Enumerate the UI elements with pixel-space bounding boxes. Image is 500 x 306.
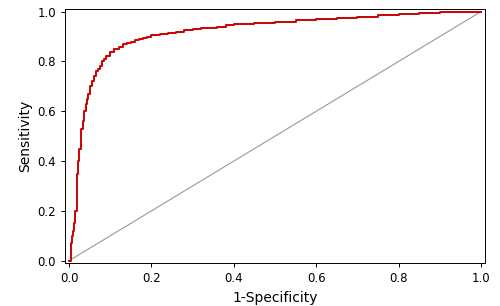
X-axis label: 1-Specificity: 1-Specificity	[232, 291, 318, 305]
Y-axis label: Sensitivity: Sensitivity	[18, 100, 32, 172]
